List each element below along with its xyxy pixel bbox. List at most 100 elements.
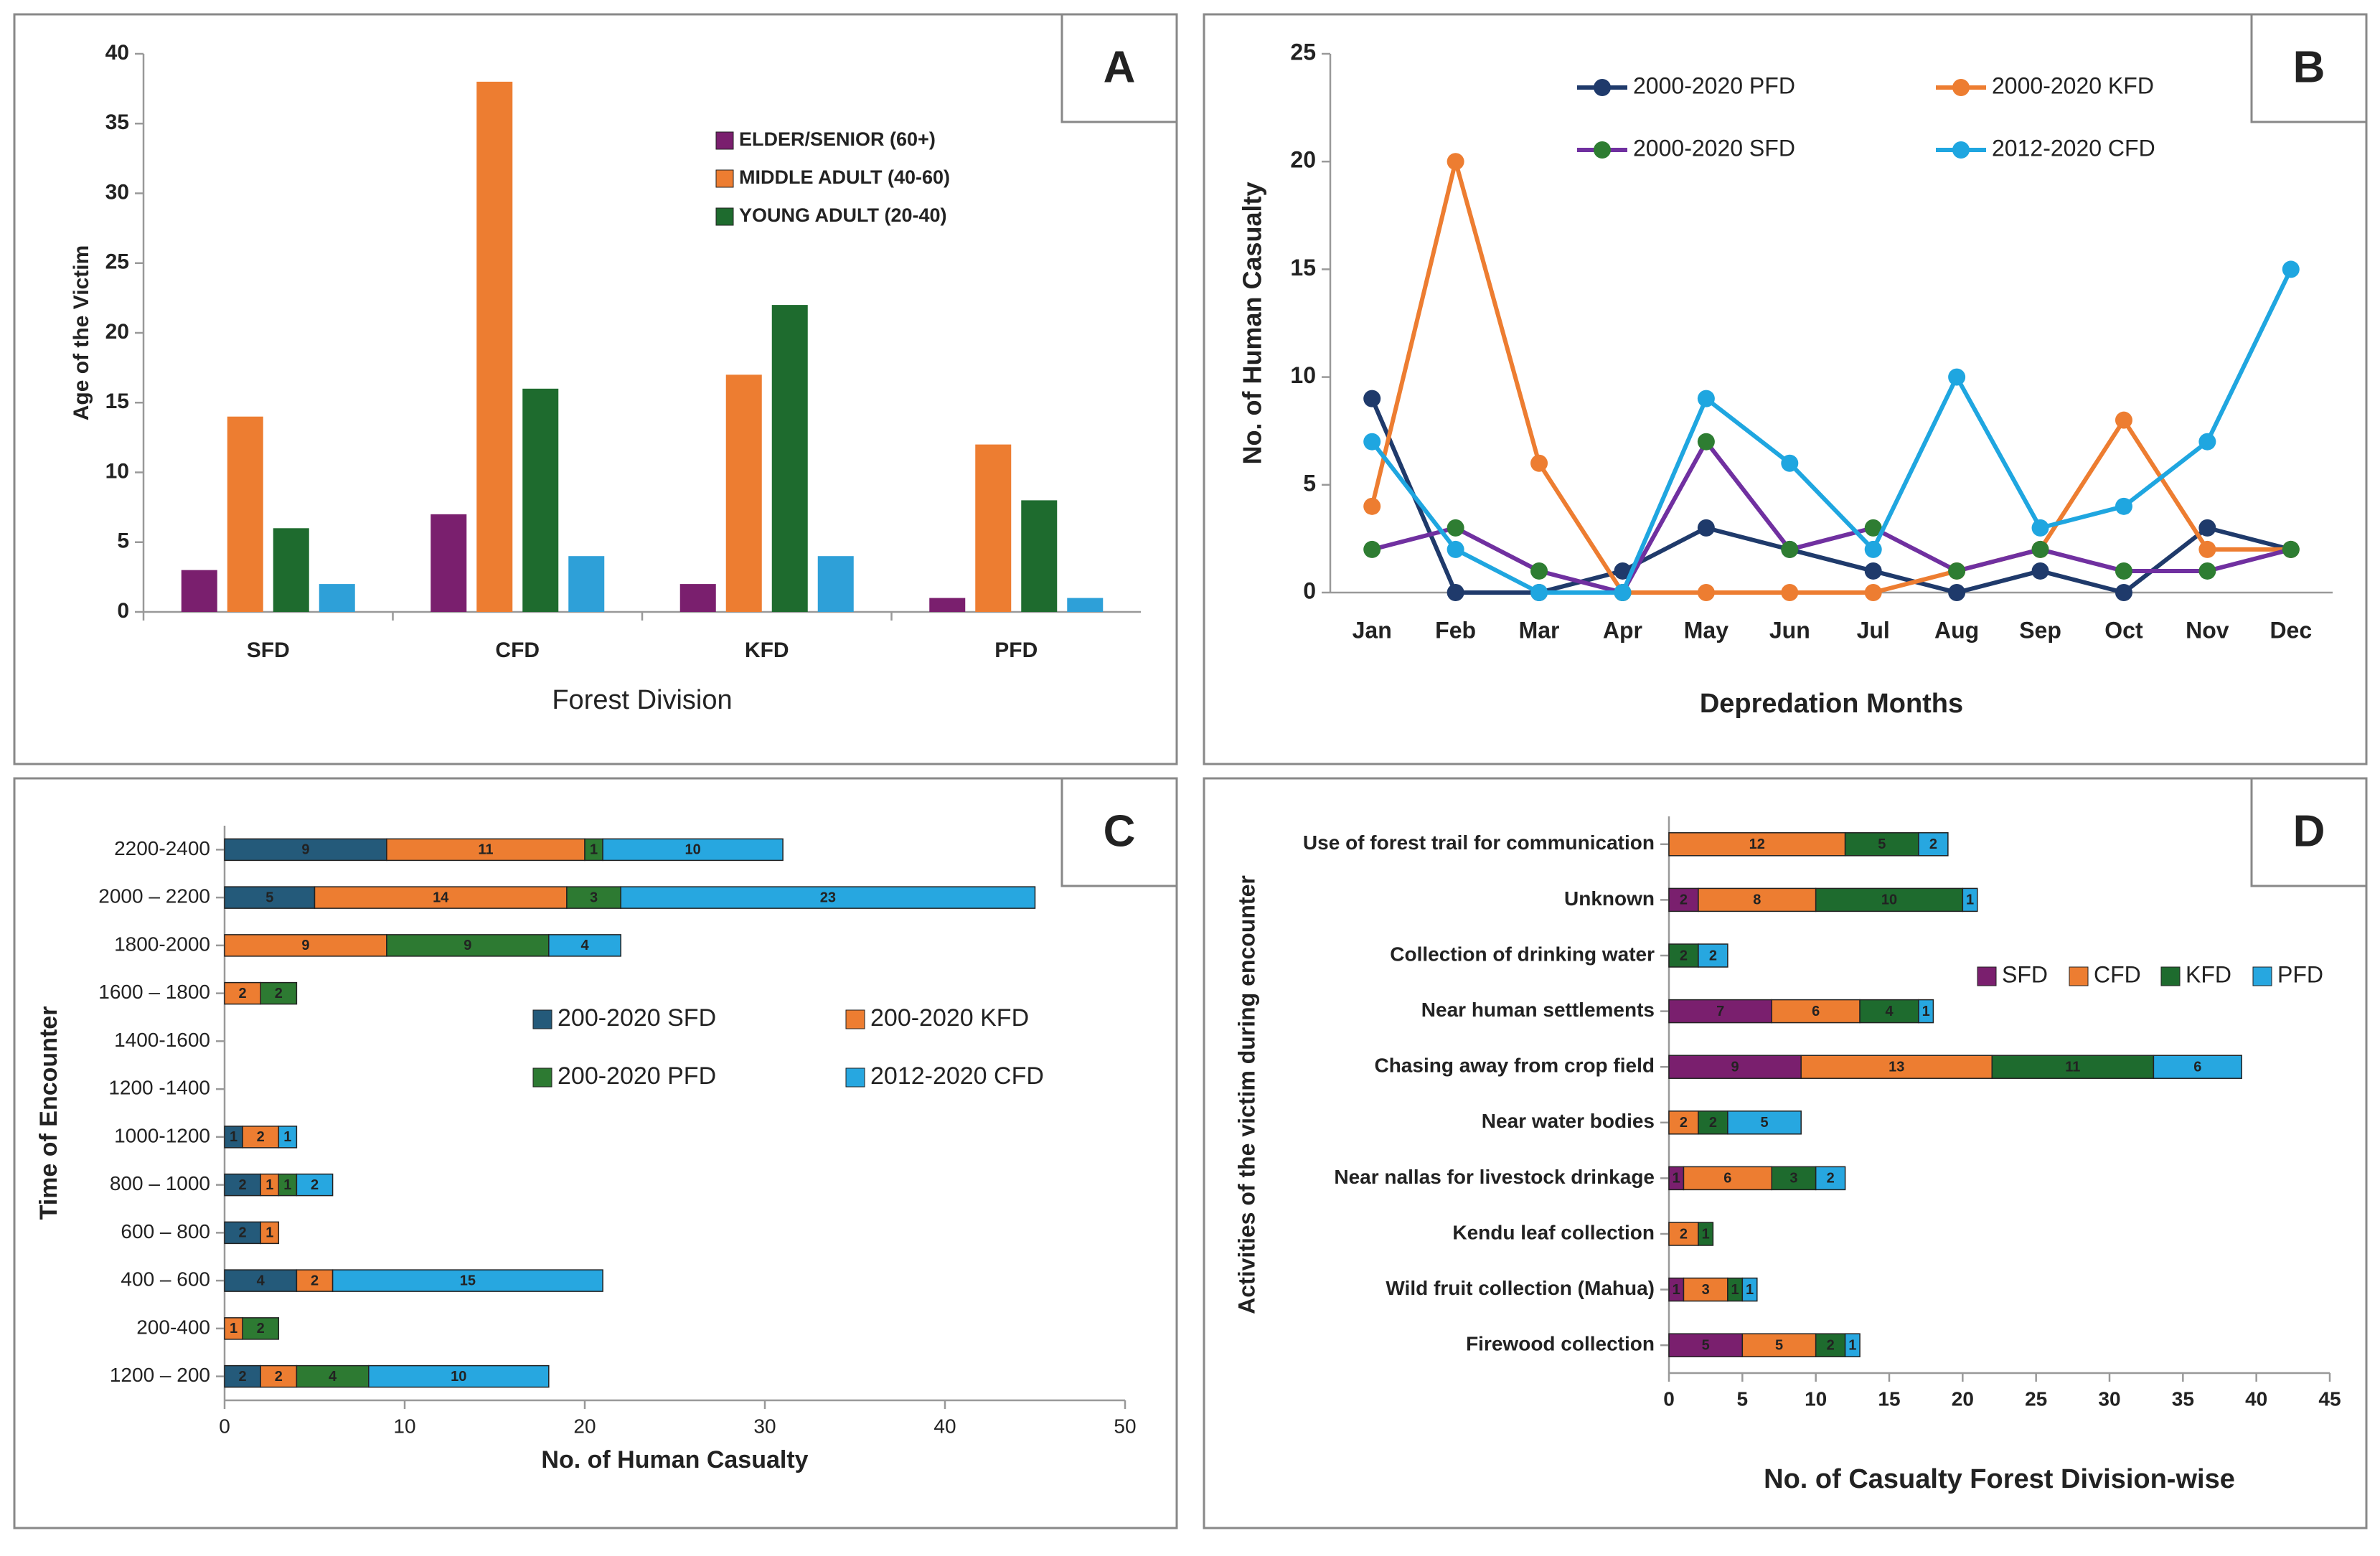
value-label: 1 <box>1966 892 1974 908</box>
bar-segment <box>1668 1333 1744 1357</box>
bar-segment <box>224 1126 243 1149</box>
x-tick-label: 10 <box>393 1415 415 1437</box>
value-label: 8 <box>1753 892 1761 908</box>
bar-segment <box>620 886 1036 909</box>
x-tick-label: Jan <box>1353 617 1392 643</box>
legend-label: 200-2020 SFD <box>558 1004 716 1032</box>
y-tick-label: 20 <box>1290 147 1316 173</box>
legend-swatch <box>532 1009 552 1029</box>
y-tick-label: 25 <box>105 250 129 274</box>
bar-segment <box>1991 1055 2155 1079</box>
value-label: 1 <box>283 1129 291 1145</box>
x-tick-label: Nov <box>2186 617 2229 643</box>
value-label: 1 <box>1673 1171 1680 1187</box>
bar-segment <box>1683 1166 1773 1191</box>
marker <box>2282 260 2300 278</box>
legend-label: MIDDLE ADULT (40-60) <box>739 166 950 188</box>
value-label: 2 <box>1680 1226 1688 1242</box>
bar-segment <box>1859 999 1919 1024</box>
value-label: 1 <box>1848 1337 1856 1353</box>
value-label: 14 <box>433 890 449 905</box>
value-label: 2 <box>1680 892 1688 908</box>
value-label: 9 <box>301 938 309 953</box>
y-tick-label: 0 <box>117 599 129 623</box>
value-label: 6 <box>2193 1059 2201 1075</box>
legend-marker <box>1952 141 1970 159</box>
bar <box>319 584 355 612</box>
marker <box>1530 454 1548 472</box>
marker <box>1614 562 1632 580</box>
y-tick-label: 1800-2000 <box>114 933 210 955</box>
y-tick-label: Wild fruit collection (Mahua) <box>1386 1277 1655 1299</box>
marker <box>1697 433 1715 451</box>
x-tick-label: 45 <box>2318 1387 2341 1410</box>
y-tick-label: 15 <box>105 390 129 413</box>
y-tick-label: 35 <box>105 110 129 134</box>
legend-label: SFD <box>2002 961 2048 987</box>
value-label: 7 <box>1716 1004 1724 1019</box>
y-tick-label: Collection of drinking water <box>1390 943 1655 965</box>
value-label: 10 <box>1881 892 1897 908</box>
value-label: 2 <box>1709 1115 1717 1131</box>
y-tick-label: Unknown <box>1564 887 1655 910</box>
value-label: 15 <box>460 1273 476 1288</box>
bar-segment <box>1727 1111 1802 1135</box>
legend-label: PFD <box>2277 961 2323 987</box>
value-label: 1 <box>1731 1282 1739 1298</box>
legend-swatch <box>715 169 734 188</box>
y-axis-title: Age of the Victim <box>70 245 93 420</box>
bar-segment <box>224 934 387 957</box>
bar-segment <box>386 838 585 862</box>
value-label: 1 <box>265 1177 273 1193</box>
x-tick-label: Oct <box>2104 617 2143 643</box>
x-tick-label: PFD <box>994 638 1038 662</box>
value-label: 6 <box>1723 1171 1731 1187</box>
y-tick-label: 1400-1600 <box>114 1029 210 1051</box>
legend-swatch <box>2069 966 2089 986</box>
bar-segment <box>1800 1055 1993 1079</box>
value-label: 13 <box>1889 1059 1904 1075</box>
y-tick-label: Near water bodies <box>1482 1110 1655 1132</box>
x-tick-label: SFD <box>247 638 290 662</box>
value-label: 2 <box>239 1225 247 1241</box>
marker <box>2115 562 2132 580</box>
value-label: 10 <box>451 1369 466 1385</box>
bar-segment <box>224 838 387 862</box>
marker <box>1447 584 1464 601</box>
value-label: 9 <box>464 938 471 953</box>
x-tick-label: 20 <box>1952 1387 1974 1410</box>
marker <box>1864 519 1882 537</box>
legend-label: 200-2020 PFD <box>558 1062 716 1090</box>
bar-segment <box>296 1364 370 1388</box>
line <box>1371 439 2292 595</box>
legend-label: 2000-2020 PFD <box>1633 72 1795 98</box>
bar-segment <box>260 1221 280 1245</box>
legend-marker <box>1594 141 1611 159</box>
x-axis-title: Depredation Months <box>1700 689 1963 719</box>
x-axis-title: No. of Casualty Forest Division-wise <box>1764 1464 2235 1494</box>
panel-label-box <box>1060 13 1178 123</box>
value-label: 10 <box>685 842 700 858</box>
value-label: 2 <box>239 1369 247 1385</box>
y-tick-label: 1600 – 1800 <box>98 981 210 1003</box>
bar <box>227 416 263 612</box>
marker <box>1697 390 1715 407</box>
bar-segment <box>1741 1277 1758 1302</box>
value-label: 1 <box>230 1129 237 1145</box>
y-tick-label: 2200-2400 <box>114 837 210 859</box>
marker <box>1948 562 1966 580</box>
legend-swatch <box>2160 966 2181 986</box>
value-label: 2 <box>311 1273 319 1288</box>
x-tick-label: 20 <box>573 1415 596 1437</box>
legend-label: 200-2020 KFD <box>870 1004 1029 1032</box>
value-label: 5 <box>1702 1337 1710 1353</box>
marker <box>2031 519 2049 537</box>
legend-label: YOUNG ADULT (20-40) <box>739 204 947 226</box>
x-tick-label: Sep <box>2019 617 2061 643</box>
legend-swatch <box>715 131 734 150</box>
bar <box>431 514 467 612</box>
value-label: 1 <box>283 1177 291 1193</box>
legend-label: 2012-2020 CFD <box>870 1062 1044 1090</box>
bar-segment <box>1668 1111 1699 1135</box>
